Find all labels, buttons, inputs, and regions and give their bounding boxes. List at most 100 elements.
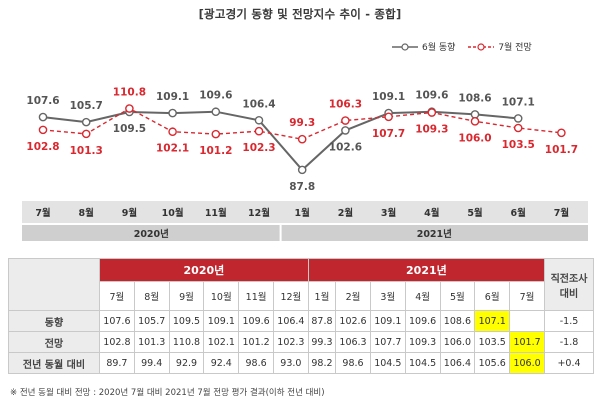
data-point [38, 125, 48, 135]
x-tick-label: 9월 [122, 207, 137, 219]
year-label: 2020년 [134, 228, 169, 240]
legend-swatch-actual [392, 42, 418, 51]
table-cell: 101.2 [238, 331, 274, 353]
data-point [211, 107, 221, 117]
table-month-header: 1월 [307, 281, 337, 311]
data-point [211, 129, 221, 139]
data-label: 101.3 [70, 145, 103, 157]
data-point [341, 126, 350, 135]
data-label: 109.6 [199, 90, 232, 102]
data-point [297, 134, 307, 144]
table-month-header: 4월 [404, 281, 441, 311]
table-cell: 98.6 [238, 352, 274, 374]
data-label: 106.4 [242, 98, 275, 110]
data-label: 109.6 [415, 90, 448, 102]
table-diff-header: 직전조사 대비 [544, 258, 594, 311]
table-cell: 109.6 [404, 310, 441, 332]
table-month-row: 7월 8월 9월 10월 11월 12월 1월 2월 3월 4월 5월 6월 7월 [9, 281, 594, 311]
x-tick-label: 12월 [248, 207, 270, 219]
table-cell: 104.5 [369, 352, 406, 374]
data-point [513, 123, 523, 133]
data-label: 103.5 [502, 139, 535, 151]
table-cell: 106.0 [509, 352, 545, 374]
table-cell: 107.1 [474, 310, 511, 332]
x-tick-label: 4월 [424, 207, 439, 219]
data-point [254, 115, 264, 125]
data-label: 107.1 [502, 96, 535, 108]
data-point [384, 112, 393, 122]
data-label: 107.7 [372, 128, 405, 140]
data-label: 109.5 [113, 123, 146, 135]
table-cell: 107.6 [99, 310, 135, 332]
table-cell: 106.3 [335, 331, 371, 353]
table-cell: 101.7 [509, 331, 545, 353]
chart-title: [광고경기 동향 및 전망지수 추이 - 종합] [198, 7, 402, 21]
table-cell: 93.0 [272, 352, 309, 374]
data-point [81, 129, 91, 139]
data-label: 109.1 [156, 91, 189, 103]
data-point [513, 114, 523, 123]
data-label: 110.8 [113, 87, 146, 99]
table-diff-cell: -1.5 [544, 310, 594, 332]
table-row: 동향 107.6 105.7 109.5 109.1 109.6 106.4 87.8 102.… [8, 310, 594, 332]
table-cell: 108.6 [439, 310, 476, 332]
data-label: 109.3 [415, 124, 448, 136]
x-tick-label: 1월 [295, 207, 310, 219]
year-band-2021 [281, 225, 588, 241]
legend-item-actual: 6월 동향 [392, 40, 455, 53]
data-label: 101.2 [199, 145, 232, 157]
data-label: 101.7 [545, 144, 578, 156]
x-tick-label: 7월 [554, 207, 569, 219]
x-tick-label: 11월 [205, 207, 227, 219]
table-month-header: 9월 [168, 281, 205, 311]
data-label: 102.1 [156, 143, 189, 155]
data-point [427, 108, 437, 117]
table-cell: 110.8 [168, 331, 205, 353]
table-row-label: 동향 [8, 310, 100, 332]
table-cell: 104.5 [404, 352, 441, 374]
data-label: 109.1 [372, 91, 405, 103]
table-cell: 109.3 [404, 331, 441, 353]
legend-label-forecast: 7월 전망 [498, 43, 532, 53]
table-month-header: 10월 [203, 281, 240, 311]
table-year-header: 2021년 [307, 258, 546, 282]
legend-label-actual: 6월 동향 [422, 43, 456, 53]
table-month-header: 11월 [238, 281, 274, 311]
data-point [168, 127, 177, 137]
table-cell: 102.6 [335, 310, 371, 332]
table-cell: 99.4 [133, 352, 170, 374]
x-tick-label: 10월 [162, 207, 184, 219]
x-tick-label: 3월 [381, 207, 396, 219]
table-cell: 107.7 [369, 331, 406, 353]
table-cell: 99.3 [307, 331, 337, 353]
table-month-header: 12월 [272, 281, 309, 311]
table-cell: 109.1 [369, 310, 406, 332]
data-point [168, 108, 177, 118]
data-label: 102.8 [26, 141, 59, 153]
table-cell: 92.4 [203, 352, 240, 374]
table-month-header: 2월 [335, 281, 371, 311]
table-month-header: 6월 [474, 281, 511, 311]
data-label: 108.6 [458, 92, 491, 104]
table-cell: 109.1 [203, 310, 240, 332]
table-cell: 103.5 [474, 331, 511, 353]
data-point [297, 165, 307, 175]
data-point [254, 126, 264, 136]
chart-legend: 6월 동향 7월 전망 [392, 40, 542, 54]
table-cell [509, 310, 545, 332]
table-month-header: 3월 [369, 281, 406, 311]
table-month-header: 7월 [99, 281, 135, 311]
data-label: 105.7 [70, 100, 103, 112]
table-month-header: 5월 [439, 281, 476, 311]
table-row-label: 전망 [8, 331, 100, 353]
table-row: 전년 동월 대비 89.7 99.4 92.9 92.4 98.6 93.0 98.2 98.6… [8, 352, 594, 374]
table-cell: 92.9 [168, 352, 205, 374]
table-corner-cell [8, 258, 100, 311]
table-cell: 102.8 [99, 331, 135, 353]
table-cell: 98.2 [307, 352, 337, 374]
data-point [81, 117, 91, 127]
table-cell: 101.3 [133, 331, 170, 353]
data-label: 87.8 [289, 181, 315, 193]
data-label: 107.6 [26, 95, 59, 107]
data-point [557, 128, 566, 138]
